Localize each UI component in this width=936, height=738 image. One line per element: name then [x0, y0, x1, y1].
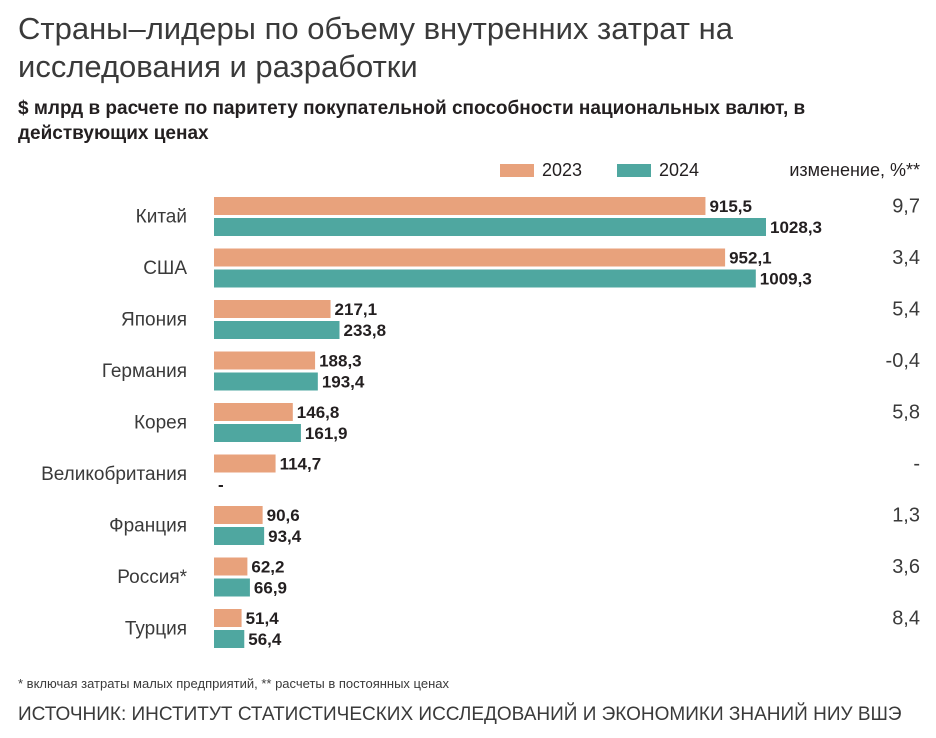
change-value: 8,4 [892, 608, 920, 630]
bar-2023 [214, 557, 248, 576]
legend: 2023 2024 изменение, %** [0, 158, 936, 182]
legend-label-2023: 2023 [542, 159, 583, 180]
value-label-2024: 161,9 [305, 424, 348, 443]
bar-2024 [214, 218, 766, 236]
value-label-2024: 193,4 [322, 373, 365, 392]
bar-2024 [214, 372, 318, 391]
category-label: Россия* [117, 567, 187, 588]
value-label-2023: 51,4 [246, 609, 280, 628]
bar-2024 [214, 321, 340, 339]
bar-2023 [214, 300, 331, 318]
category-label: Китай [136, 207, 187, 228]
category-label: Корея [134, 413, 187, 434]
category-label: США [143, 258, 187, 279]
category-label: Германия [102, 361, 187, 382]
category-label: Япония [121, 310, 187, 331]
change-value: 5,4 [892, 299, 920, 321]
bar-2024 [214, 527, 265, 545]
bar-2023 [214, 351, 316, 370]
bar-2024 [214, 269, 756, 288]
value-label-2023: 90,6 [267, 506, 300, 525]
bar-2024 [214, 630, 245, 648]
category-label: Турция [125, 619, 187, 640]
change-value: -0,4 [886, 350, 920, 372]
legend-swatch-2023 [500, 163, 534, 177]
chart-title: Страны–лидеры по объему внутренних затра… [18, 11, 733, 84]
bar-2024 [214, 424, 301, 442]
change-value: 9,7 [892, 196, 920, 218]
category-label: Великобритания [41, 464, 187, 485]
value-label-2024: 93,4 [268, 527, 302, 546]
bar-2023 [214, 454, 276, 473]
change-value: 3,6 [892, 556, 920, 578]
value-label-2023: 62,2 [251, 558, 284, 577]
legend-label-2024: 2024 [659, 159, 700, 180]
value-label-2024: 56,4 [248, 630, 282, 649]
value-label-2024: 233,8 [344, 321, 387, 340]
bar-2023 [214, 609, 242, 627]
bar-2023 [214, 197, 706, 215]
category-label: Франция [109, 516, 187, 537]
bar-2023 [214, 506, 263, 524]
bar-2024 [214, 578, 250, 597]
value-label-2024: - [218, 476, 224, 495]
legend-swatch-2024 [617, 163, 651, 177]
value-label-2023: 915,5 [709, 197, 752, 216]
chart-subtitle: $ млрд в расчете по паритету покупательн… [18, 98, 806, 144]
bar-2023 [214, 248, 726, 267]
source-note: ИСТОЧНИК: ИНСТИТУТ СТАТИСТИЧЕСКИХ ИССЛЕД… [18, 704, 902, 725]
value-label-2023: 217,1 [335, 300, 378, 319]
change-column-header: изменение, %** [789, 160, 920, 180]
value-label-2023: 952,1 [729, 249, 772, 268]
change-value: 5,8 [892, 402, 920, 424]
value-label-2024: 1009,3 [760, 270, 812, 289]
legend-item-2023: 2023 [500, 158, 582, 182]
footnote: * включая затраты малых предприятий, ** … [18, 676, 449, 691]
value-label-2024: 66,9 [254, 579, 287, 598]
change-value: 1,3 [892, 505, 920, 527]
change-value: - [913, 453, 920, 475]
bar-2023 [214, 403, 293, 421]
value-label-2023: 188,3 [319, 352, 362, 371]
legend-item-2024: 2024 [617, 158, 699, 182]
change-value: 3,4 [892, 247, 920, 269]
value-label-2023: 114,7 [280, 455, 322, 474]
value-label-2023: 146,8 [297, 403, 340, 422]
value-label-2024: 1028,3 [770, 218, 822, 237]
